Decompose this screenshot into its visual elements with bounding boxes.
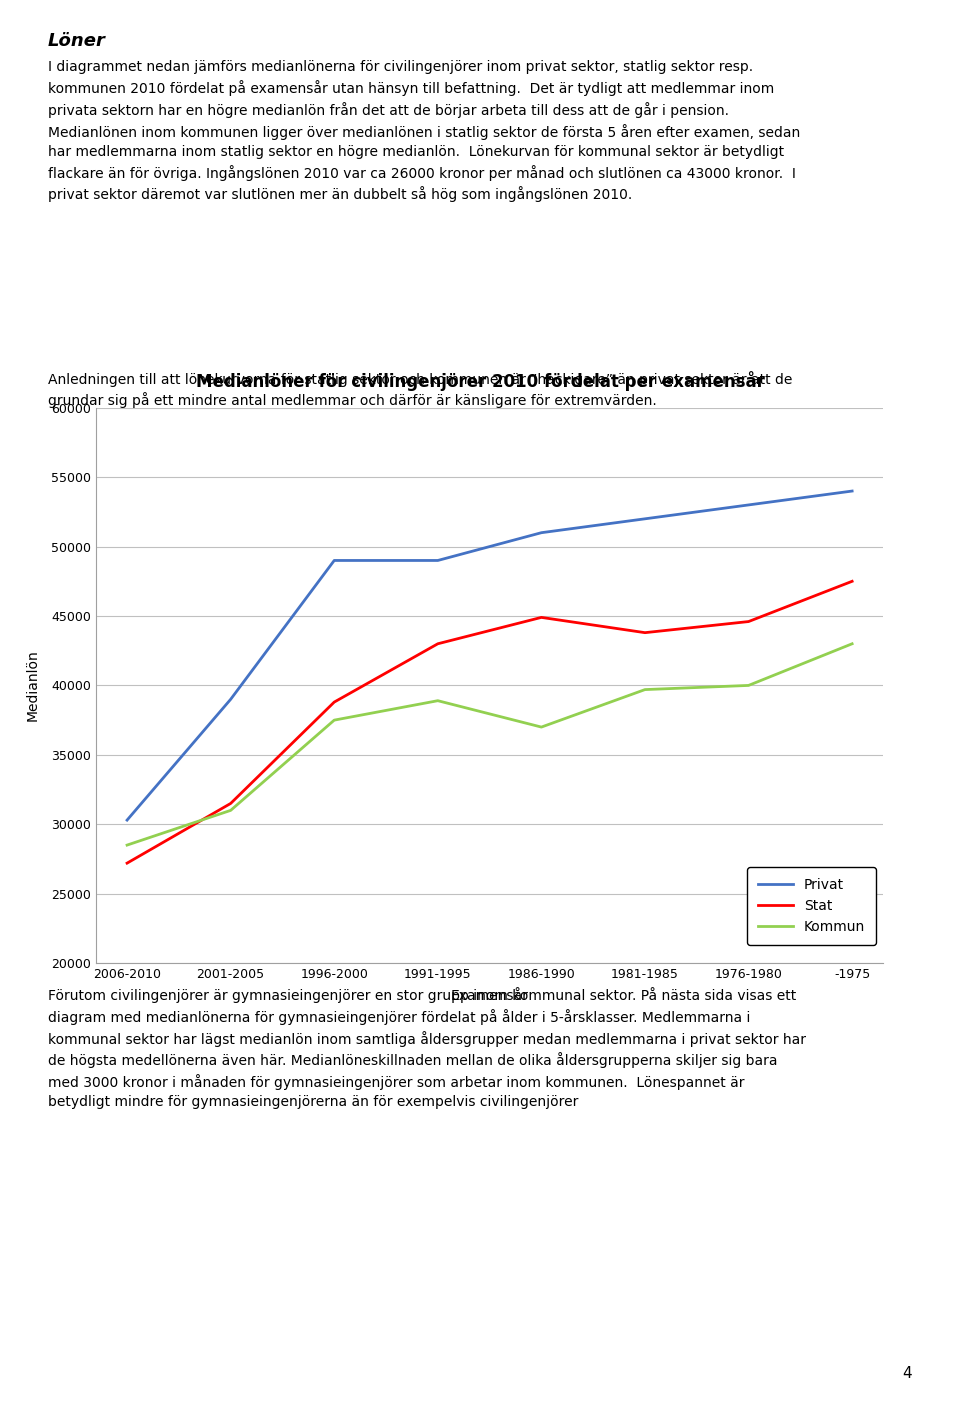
Line: Stat: Stat <box>127 581 852 863</box>
Privat <box>432 553 444 569</box>
Text: Medianlöner för civilingenjörer 2010 fördelat per examensår: Medianlöner för civilingenjörer 2010 för… <box>196 371 764 391</box>
Text: Förutom civilingenjörer är gymnasieingenjörer en stor grupp inom kommunal sektor: Förutom civilingenjörer är gymnasieingen… <box>48 987 806 1109</box>
Privat <box>639 510 651 527</box>
Y-axis label: Medianlön: Medianlön <box>26 650 40 721</box>
Stat <box>121 855 132 872</box>
Line: Kommun: Kommun <box>127 644 852 845</box>
Kommun <box>225 801 236 818</box>
Kommun <box>328 711 340 728</box>
Text: I diagrammet nedan jämförs medianlönerna för civilingenjörer inom privat sektor,: I diagrammet nedan jämförs medianlönerna… <box>48 60 801 202</box>
Legend: Privat, Stat, Kommun: Privat, Stat, Kommun <box>747 868 876 945</box>
Privat <box>743 496 755 513</box>
Privat <box>847 482 858 499</box>
Stat <box>225 794 236 811</box>
Stat <box>847 572 858 589</box>
Stat <box>639 624 651 641</box>
Privat <box>225 690 236 707</box>
Privat <box>536 524 547 541</box>
Text: Löner: Löner <box>48 32 106 51</box>
X-axis label: Examensår: Examensår <box>450 990 529 1004</box>
Line: Privat: Privat <box>127 491 852 820</box>
Stat <box>328 693 340 710</box>
Stat <box>432 636 444 652</box>
Kommun <box>432 692 444 709</box>
Privat <box>121 811 132 828</box>
Text: Anledningen till att lönekurvorna för statlig sektor och kommunen är ”hackigare”: Anledningen till att lönekurvorna för st… <box>48 373 792 408</box>
Kommun <box>743 676 755 693</box>
Kommun <box>847 636 858 652</box>
Text: 4: 4 <box>902 1365 912 1381</box>
Stat <box>743 613 755 630</box>
Stat <box>536 609 547 626</box>
Kommun <box>121 837 132 853</box>
Privat <box>328 553 340 569</box>
Kommun <box>536 718 547 735</box>
Kommun <box>639 681 651 697</box>
